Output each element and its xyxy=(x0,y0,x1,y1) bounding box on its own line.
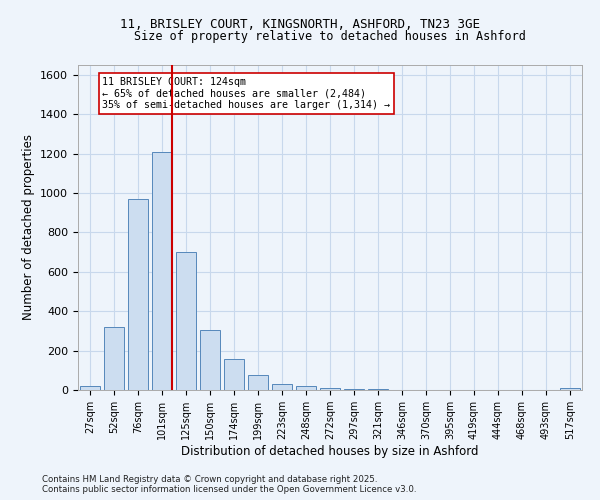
Title: Size of property relative to detached houses in Ashford: Size of property relative to detached ho… xyxy=(134,30,526,43)
Bar xyxy=(152,152,172,390)
Bar xyxy=(176,252,196,390)
Bar xyxy=(224,359,244,390)
Bar xyxy=(344,389,364,390)
Bar xyxy=(248,375,268,390)
Bar xyxy=(560,388,580,390)
Text: 11 BRISLEY COURT: 124sqm
← 65% of detached houses are smaller (2,484)
35% of sem: 11 BRISLEY COURT: 124sqm ← 65% of detach… xyxy=(102,77,390,110)
Bar xyxy=(272,384,292,390)
Bar xyxy=(296,386,316,390)
Bar xyxy=(104,327,124,390)
Text: Contains HM Land Registry data © Crown copyright and database right 2025.
Contai: Contains HM Land Registry data © Crown c… xyxy=(42,474,416,494)
Bar xyxy=(320,388,340,390)
Bar xyxy=(200,330,220,390)
Y-axis label: Number of detached properties: Number of detached properties xyxy=(22,134,35,320)
Text: 11, BRISLEY COURT, KINGSNORTH, ASHFORD, TN23 3GE: 11, BRISLEY COURT, KINGSNORTH, ASHFORD, … xyxy=(120,18,480,30)
Bar xyxy=(128,199,148,390)
X-axis label: Distribution of detached houses by size in Ashford: Distribution of detached houses by size … xyxy=(181,445,479,458)
Bar xyxy=(80,386,100,390)
